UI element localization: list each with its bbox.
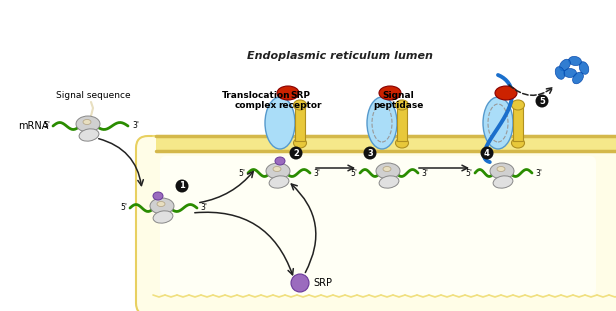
Text: 1: 1 [179, 182, 185, 191]
Text: 5: 5 [539, 96, 545, 105]
Ellipse shape [76, 116, 100, 132]
Ellipse shape [157, 202, 165, 207]
Text: 3': 3' [535, 169, 542, 178]
Ellipse shape [497, 166, 505, 171]
Ellipse shape [511, 100, 524, 110]
Ellipse shape [153, 192, 163, 200]
Ellipse shape [265, 97, 295, 149]
Circle shape [290, 146, 302, 160]
Ellipse shape [579, 62, 589, 74]
Text: 3': 3' [421, 169, 428, 178]
Ellipse shape [383, 166, 391, 171]
Circle shape [480, 146, 493, 160]
Ellipse shape [395, 138, 408, 148]
Ellipse shape [293, 100, 307, 110]
Ellipse shape [277, 86, 299, 100]
Ellipse shape [273, 166, 281, 171]
Ellipse shape [79, 129, 99, 141]
Ellipse shape [395, 100, 408, 110]
Ellipse shape [269, 176, 289, 188]
Text: Signal
peptidase: Signal peptidase [373, 91, 423, 110]
Text: 3: 3 [367, 148, 373, 157]
Text: 5': 5' [43, 122, 50, 131]
Ellipse shape [293, 138, 307, 148]
Ellipse shape [559, 59, 570, 71]
Ellipse shape [573, 72, 583, 84]
Text: 2: 2 [293, 148, 299, 157]
Text: 5': 5' [465, 169, 472, 178]
Bar [397, 105, 407, 141]
FancyBboxPatch shape [160, 156, 596, 295]
Text: Endoplasmic reticulum lumen: Endoplasmic reticulum lumen [247, 51, 433, 61]
Text: 3': 3' [132, 120, 139, 129]
Ellipse shape [493, 176, 513, 188]
Ellipse shape [150, 198, 174, 214]
Text: 5': 5' [238, 169, 245, 178]
Text: 4: 4 [484, 148, 490, 157]
Ellipse shape [266, 163, 290, 179]
Ellipse shape [83, 119, 91, 124]
Text: 5': 5' [350, 169, 357, 178]
Ellipse shape [376, 163, 400, 179]
Text: SRP
receptor: SRP receptor [278, 91, 322, 110]
Circle shape [535, 95, 548, 108]
Text: 5': 5' [120, 203, 127, 212]
FancyBboxPatch shape [136, 136, 616, 311]
Ellipse shape [555, 67, 565, 79]
Text: 3': 3' [200, 203, 207, 212]
Ellipse shape [490, 163, 514, 179]
Ellipse shape [511, 138, 524, 148]
Bar [295, 105, 305, 141]
Text: Signal sequence: Signal sequence [55, 91, 131, 100]
Circle shape [363, 146, 376, 160]
Ellipse shape [153, 211, 173, 223]
Ellipse shape [367, 97, 397, 149]
Ellipse shape [564, 68, 577, 77]
Ellipse shape [275, 157, 285, 165]
Ellipse shape [379, 176, 399, 188]
Text: SRP: SRP [313, 278, 332, 288]
Bar [156, 136, 616, 151]
Circle shape [176, 179, 188, 193]
Ellipse shape [379, 86, 401, 100]
Text: 3': 3' [313, 169, 320, 178]
Circle shape [291, 274, 309, 292]
Text: mRNA: mRNA [18, 121, 49, 131]
Ellipse shape [495, 86, 517, 100]
Text: Translocation
complex: Translocation complex [222, 91, 290, 110]
Ellipse shape [483, 97, 513, 149]
Bar [513, 105, 523, 141]
Ellipse shape [569, 56, 582, 66]
